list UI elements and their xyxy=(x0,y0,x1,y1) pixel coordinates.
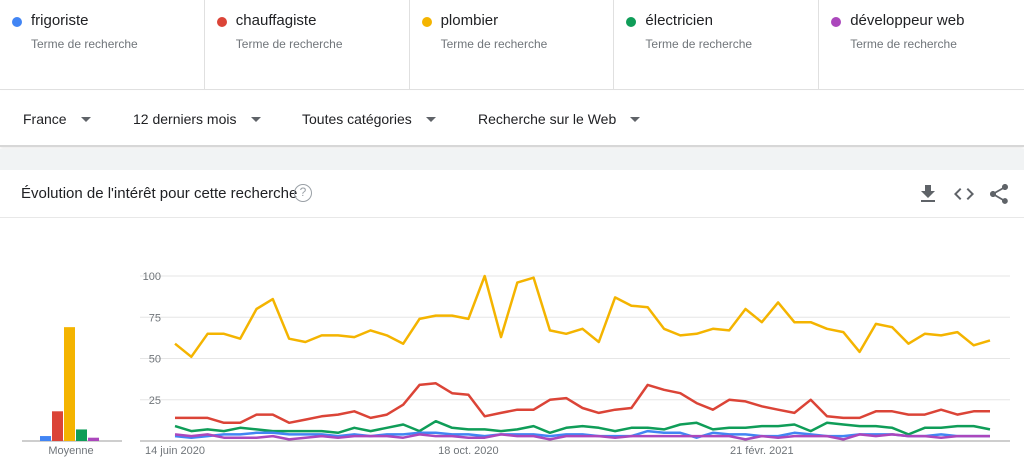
term-subtitle: Terme de recherche xyxy=(645,37,753,51)
help-icon[interactable]: ? xyxy=(294,184,312,202)
y-tick-label: 100 xyxy=(143,271,161,283)
search-terms-bar: frigoriste Terme de recherche chauffagis… xyxy=(0,0,1024,90)
x-tick-label: 21 févr. 2021 xyxy=(730,445,794,457)
term-frigoriste[interactable]: frigoriste Terme de recherche xyxy=(0,0,205,90)
term-color-dot xyxy=(216,17,227,27)
term-chauffagiste[interactable]: chauffagiste Terme de recherche xyxy=(205,0,410,90)
average-bar xyxy=(64,327,75,441)
average-label: Moyenne xyxy=(48,445,93,457)
region-value: France xyxy=(23,111,67,127)
search-type-value: Recherche sur le Web xyxy=(478,111,617,127)
term-name: électricien xyxy=(645,12,713,29)
series-line xyxy=(174,274,991,359)
region-dropdown[interactable]: France xyxy=(23,109,91,129)
term-subtitle: Terme de recherche xyxy=(850,37,957,51)
x-tick-label: 14 juin 2020 xyxy=(145,445,205,457)
term-name: développeur web xyxy=(850,12,965,29)
average-bar xyxy=(88,437,99,441)
term-subtitle: Terme de recherche xyxy=(440,37,548,51)
y-tick-label: 50 xyxy=(149,354,161,366)
average-bar xyxy=(40,436,51,441)
term-developpeur-web[interactable]: développeur web Terme de recherche xyxy=(819,0,1024,90)
series-line xyxy=(174,419,991,436)
y-tick-label: 75 xyxy=(149,312,161,324)
card-header: Évolution de l'intérêt pour cette recher… xyxy=(0,170,1024,218)
filter-bar: France 12 derniers mois Toutes catégorie… xyxy=(0,91,1024,147)
y-tick-label: 25 xyxy=(149,395,161,407)
caret-down-icon xyxy=(630,116,641,122)
series-line xyxy=(175,382,990,425)
caret-down-icon xyxy=(425,116,436,122)
category-dropdown[interactable]: Toutes catégories xyxy=(302,109,436,129)
term-name: frigoriste xyxy=(31,12,89,29)
interest-over-time-card: Évolution de l'intérêt pour cette recher… xyxy=(0,170,1024,464)
search-type-dropdown[interactable]: Recherche sur le Web xyxy=(478,109,641,129)
term-color-dot xyxy=(626,17,637,27)
term-subtitle: Terme de recherche xyxy=(31,37,138,51)
term-name: chauffagiste xyxy=(235,12,317,29)
term-name: plombier xyxy=(440,12,499,29)
term-subtitle: Terme de recherche xyxy=(235,37,343,51)
category-value: Toutes catégories xyxy=(302,111,412,127)
term-plombier[interactable]: plombier Terme de recherche xyxy=(410,0,615,90)
share-icon[interactable] xyxy=(987,182,1011,206)
embed-icon[interactable] xyxy=(952,182,976,206)
period-dropdown[interactable]: 12 derniers mois xyxy=(133,109,261,129)
average-bar xyxy=(76,429,87,441)
term-color-dot xyxy=(831,17,842,27)
term-color-dot xyxy=(12,17,22,27)
term-color-dot xyxy=(421,17,432,27)
caret-down-icon xyxy=(80,116,91,122)
term-electricien[interactable]: électricien Terme de recherche xyxy=(614,0,820,90)
series-line xyxy=(174,433,990,441)
download-icon[interactable] xyxy=(916,182,940,206)
section-gap xyxy=(0,149,1024,170)
period-value: 12 derniers mois xyxy=(133,111,237,127)
caret-down-icon xyxy=(250,116,261,122)
interest-chart: Moyenne 25 50 75 100 14 juin 2020 18 oct. 202… xyxy=(22,271,1010,457)
x-tick-label: 18 oct. 2020 xyxy=(438,445,499,457)
card-title: Évolution de l'intérêt pour cette recher… xyxy=(21,185,298,202)
average-bar xyxy=(52,411,63,441)
